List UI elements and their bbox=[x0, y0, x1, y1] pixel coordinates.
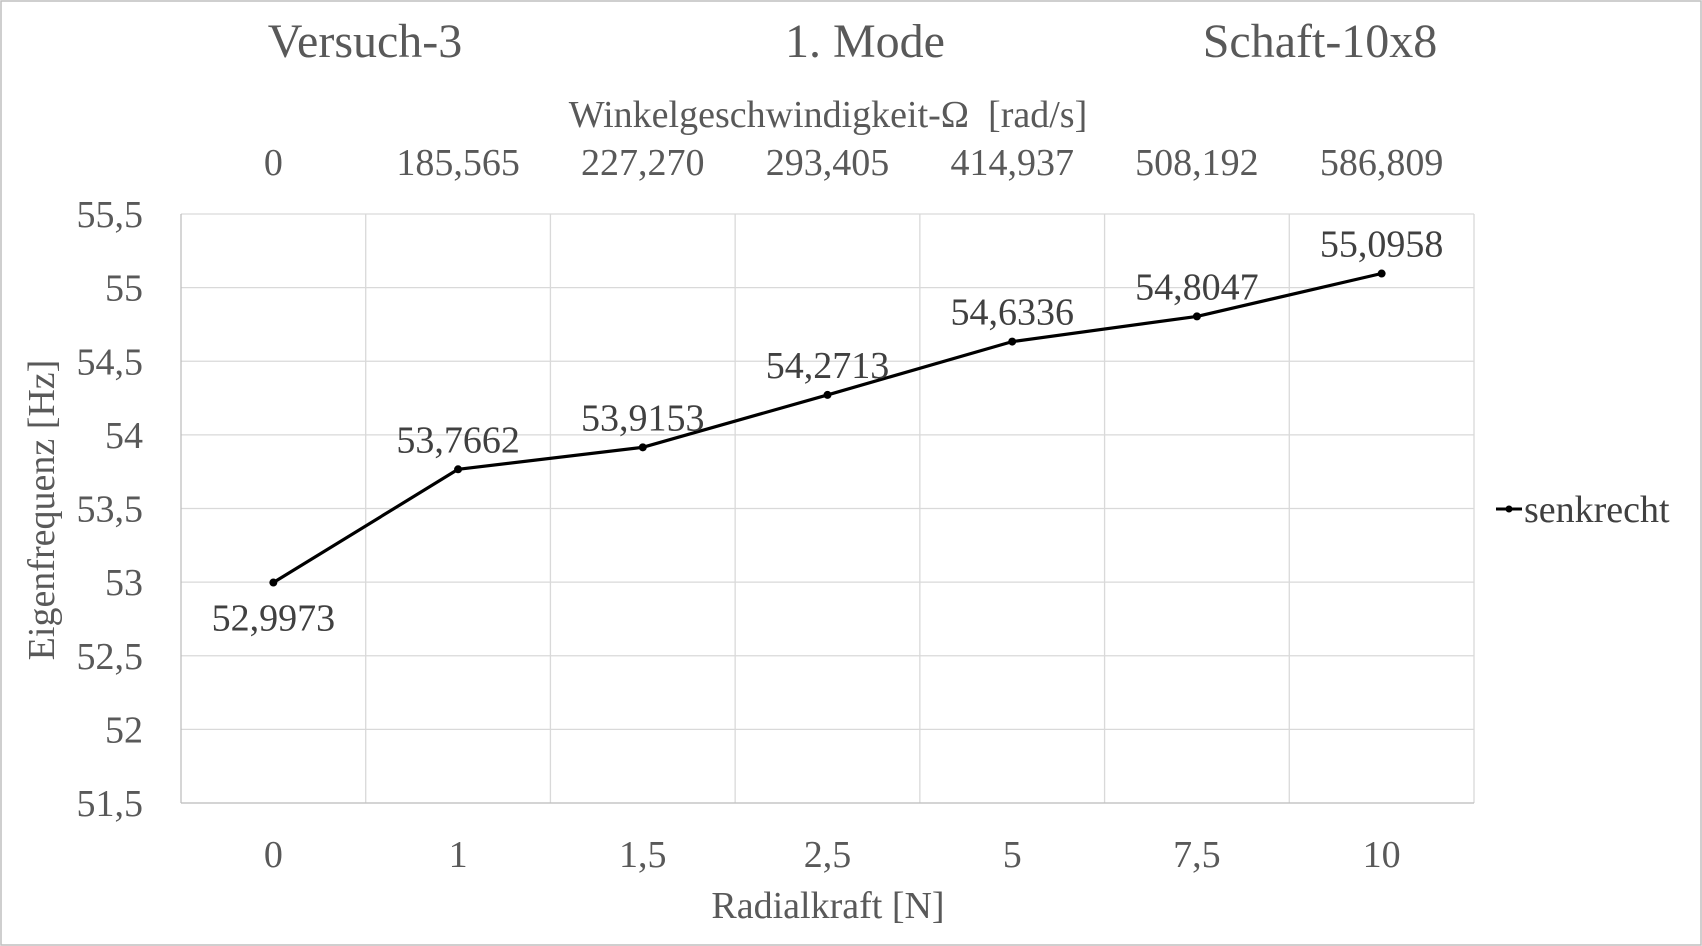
y-tick-label: 53 bbox=[105, 562, 143, 604]
secondary-x-tick-label: 414,937 bbox=[950, 142, 1074, 184]
data-point bbox=[1008, 337, 1017, 346]
secondary-x-tick-label: 227,270 bbox=[581, 142, 705, 184]
data-label: 54,8047 bbox=[1135, 266, 1259, 308]
legend: senkrecht bbox=[1496, 489, 1670, 531]
data-point bbox=[1192, 312, 1201, 321]
x-tick-label: 1,5 bbox=[619, 834, 667, 876]
grid bbox=[180, 213, 1475, 804]
legend-label: senkrecht bbox=[1524, 489, 1670, 531]
data-label: 54,2713 bbox=[766, 345, 890, 387]
y-tick-label: 52 bbox=[105, 709, 143, 751]
data-point bbox=[454, 465, 463, 474]
secondary-x-tick-label: 0 bbox=[264, 142, 283, 184]
data-point bbox=[823, 390, 832, 399]
data-label: 54,6336 bbox=[950, 292, 1074, 334]
header-left: Versuch-3 bbox=[268, 15, 463, 68]
data-label: 53,7662 bbox=[396, 419, 520, 461]
x-tick-label: 1 bbox=[449, 834, 468, 876]
x-tick-label: 7,5 bbox=[1173, 834, 1221, 876]
header-right: Schaft-10x8 bbox=[1203, 15, 1438, 68]
y-tick-label: 54 bbox=[105, 415, 143, 457]
plot-area bbox=[269, 269, 1386, 587]
data-point bbox=[269, 578, 278, 587]
y-tick-label: 51,5 bbox=[77, 783, 144, 825]
x-tick-label: 10 bbox=[1363, 834, 1401, 876]
x-axis-ticks: 0 1 1,5 2,5 5 7,5 10 bbox=[264, 834, 1401, 876]
y-tick-label: 54,5 bbox=[77, 341, 144, 383]
secondary-x-ticks: 0 185,565 227,270 293,405 414,937 508,192 586,… bbox=[264, 142, 1444, 184]
y-tick-label: 55 bbox=[105, 268, 143, 310]
data-label: 55,0958 bbox=[1320, 224, 1444, 266]
data-label: 53,9153 bbox=[581, 397, 705, 439]
secondary-x-tick-label: 185,565 bbox=[396, 142, 520, 184]
legend-marker-icon bbox=[1505, 505, 1513, 513]
data-point bbox=[638, 443, 647, 452]
x-tick-label: 0 bbox=[264, 834, 283, 876]
secondary-x-tick-label: 508,192 bbox=[1135, 142, 1259, 184]
y-tick-label: 55,5 bbox=[77, 194, 144, 236]
y-axis-title: Eigenfrequenz [Hz] bbox=[21, 360, 63, 661]
secondary-x-tick-label: 293,405 bbox=[766, 142, 890, 184]
data-point bbox=[1377, 269, 1386, 278]
data-labels: 52,9973 53,7662 53,9153 54,2713 54,6336 54,80… bbox=[212, 224, 1444, 640]
x-axis-title: Radialkraft [N] bbox=[711, 885, 944, 927]
y-axis-ticks: 51,5 52 52,5 53 53,5 54 54,5 55 55,5 bbox=[77, 194, 144, 825]
x-tick-label: 5 bbox=[1003, 834, 1022, 876]
y-tick-label: 52,5 bbox=[77, 636, 144, 678]
data-label: 52,9973 bbox=[212, 598, 336, 640]
x-tick-label: 2,5 bbox=[804, 834, 852, 876]
secondary-x-axis-title: Winkelgeschwindigkeit-Ω [rad/s] bbox=[569, 94, 1087, 136]
y-tick-label: 53,5 bbox=[77, 489, 144, 531]
header-center: 1. Mode bbox=[785, 15, 945, 68]
secondary-x-tick-label: 586,809 bbox=[1320, 142, 1444, 184]
